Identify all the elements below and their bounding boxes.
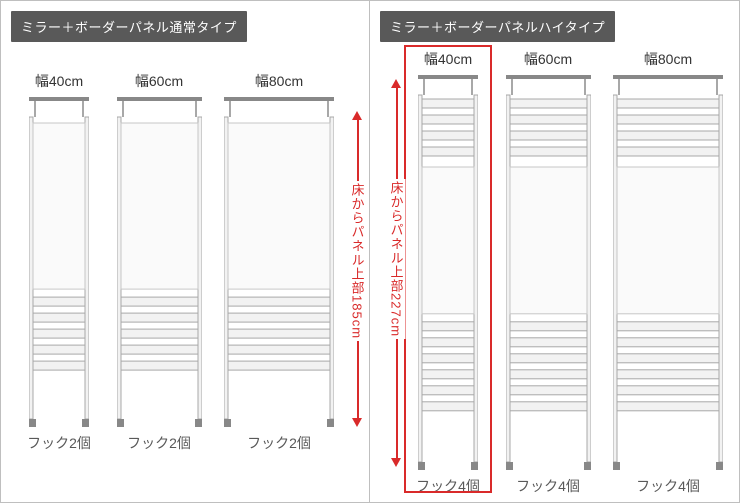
panel-illustration xyxy=(29,97,89,427)
panel-illustration xyxy=(418,75,478,470)
arrow-down-icon xyxy=(391,458,401,467)
width-label: 幅60cm xyxy=(109,71,209,91)
right-title-chip: ミラー＋ボーダーパネルハイタイプ xyxy=(380,11,615,42)
height-label: 床からパネル上部185cm xyxy=(348,181,367,341)
left-product-0: 幅40cm フック2個 xyxy=(19,71,99,453)
comparison-canvas: ミラー＋ボーダーパネル通常タイプ 幅40cm フック2個 幅60cm フック2個… xyxy=(0,0,740,503)
left-product-1: 幅60cm フック2個 xyxy=(109,71,209,453)
width-label: 幅80cm xyxy=(219,71,339,91)
hook-label: フック2個 xyxy=(219,433,339,453)
right-product-2: 幅80cm フック4個 xyxy=(608,49,728,496)
hook-label: フック4個 xyxy=(498,476,598,496)
arrow-down-icon xyxy=(352,418,362,427)
left-title-chip: ミラー＋ボーダーパネル通常タイプ xyxy=(11,11,247,42)
left-height-marker: 床からパネル上部185cm xyxy=(347,111,367,427)
right-product-1: 幅60cm フック4個 xyxy=(498,49,598,496)
width-label: 幅40cm xyxy=(19,71,99,91)
hook-label: フック2個 xyxy=(109,433,209,453)
right-column: ミラー＋ボーダーパネルハイタイプ 幅40cm フック4個 幅60cm フック4個… xyxy=(370,0,740,503)
panel-illustration xyxy=(613,75,723,470)
panel-illustration xyxy=(117,97,202,427)
right-height-marker: 床からパネル上部227cm xyxy=(386,79,406,467)
left-product-2: 幅80cm フック2個 xyxy=(219,71,339,453)
width-label: 幅40cm xyxy=(408,49,488,69)
width-label: 幅80cm xyxy=(608,49,728,69)
right-product-0: 幅40cm フック4個 xyxy=(408,49,488,496)
left-column: ミラー＋ボーダーパネル通常タイプ 幅40cm フック2個 幅60cm フック2個… xyxy=(0,0,370,503)
panel-illustration xyxy=(506,75,591,470)
hook-label: フック2個 xyxy=(19,433,99,453)
hook-label: フック4個 xyxy=(608,476,728,496)
height-label: 床からパネル上部227cm xyxy=(387,179,406,339)
hook-label: フック4個 xyxy=(408,476,488,496)
width-label: 幅60cm xyxy=(498,49,598,69)
panel-illustration xyxy=(224,97,334,427)
